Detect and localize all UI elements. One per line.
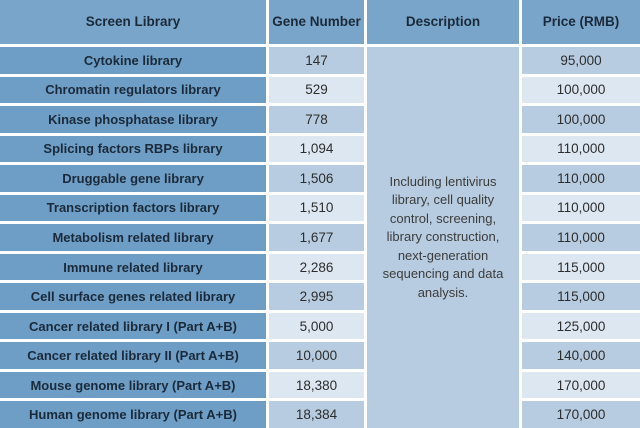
price-cell: 170,000	[522, 401, 640, 428]
description-merged-cell: Including lentivirus library, cell quali…	[367, 47, 519, 428]
price-cell: 110,000	[522, 165, 640, 192]
gene-number-cell: 147	[269, 47, 364, 74]
price-cell: 100,000	[522, 106, 640, 133]
gene-number-cell: 1,094	[269, 135, 364, 163]
column-header-screen-library: Screen Library	[0, 0, 266, 44]
price-cell: 100,000	[522, 76, 640, 104]
gene-number-cell: 5,000	[269, 312, 364, 340]
row-label: Mouse genome library (Part A+B)	[0, 371, 266, 399]
row-label: Cancer related library I (Part A+B)	[0, 312, 266, 340]
gene-number-cell: 1,677	[269, 224, 364, 251]
price-cell: 170,000	[522, 371, 640, 399]
row-label: Cell surface genes related library	[0, 283, 266, 310]
price-cell: 110,000	[522, 135, 640, 163]
gene-number-cell: 1,506	[269, 165, 364, 192]
row-label: Metabolism related library	[0, 224, 266, 251]
gene-number-cell: 1,510	[269, 194, 364, 222]
row-label: Chromatin regulators library	[0, 76, 266, 104]
price-cell: 95,000	[522, 47, 640, 74]
row-label: Splicing factors RBPs library	[0, 135, 266, 163]
row-label: Cytokine library	[0, 47, 266, 74]
price-cell: 110,000	[522, 194, 640, 222]
gene-number-cell: 778	[269, 106, 364, 133]
row-label: Cancer related library II (Part A+B)	[0, 342, 266, 369]
gene-number-cell: 2,995	[269, 283, 364, 310]
gene-number-cell: 18,380	[269, 371, 364, 399]
price-cell: 115,000	[522, 283, 640, 310]
price-cell: 115,000	[522, 253, 640, 281]
price-cell: 125,000	[522, 312, 640, 340]
column-header-gene-number: Gene Number	[269, 0, 364, 44]
gene-number-cell: 529	[269, 76, 364, 104]
gene-number-cell: 18,384	[269, 401, 364, 428]
gene-number-cell: 2,286	[269, 253, 364, 281]
column-header-price: Price (RMB)	[522, 0, 640, 44]
row-label: Transcription factors library	[0, 194, 266, 222]
gene-number-cell: 10,000	[269, 342, 364, 369]
column-header-description: Description	[367, 0, 519, 44]
row-label: Human genome library (Part A+B)	[0, 401, 266, 428]
price-cell: 140,000	[522, 342, 640, 369]
row-label: Druggable gene library	[0, 165, 266, 192]
row-label: Kinase phosphatase library	[0, 106, 266, 133]
price-cell: 110,000	[522, 224, 640, 251]
row-label: Immune related library	[0, 253, 266, 281]
